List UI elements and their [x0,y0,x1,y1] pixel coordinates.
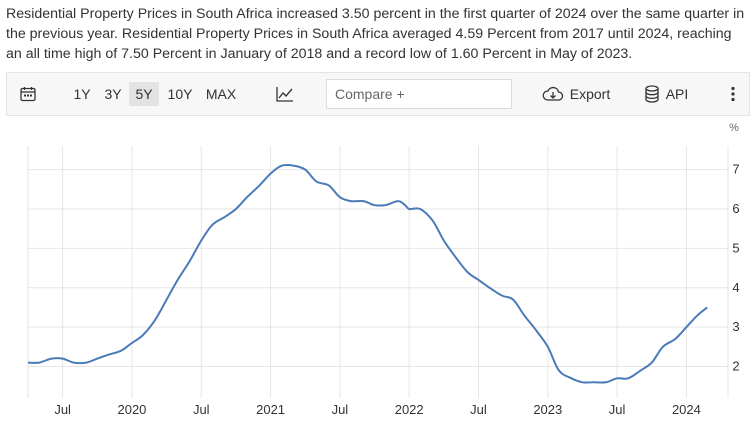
x-tick-label: Jul [609,402,626,417]
x-tick-label: Jul [332,402,349,417]
api-button[interactable]: API [639,73,693,115]
y-tick-label: 6 [732,201,739,216]
y-tick-label: 3 [732,319,739,334]
range-max[interactable]: MAX [205,86,237,102]
line-chart: 2 3 4 5 6 7 Jul 2020 Jul 2021 Jul 2022 Jul 2023 Jul 20… [27,122,740,417]
x-tick-label: Jul [54,402,71,417]
series-layer [27,163,708,384]
y-tick-label: 5 [732,240,739,255]
grid [27,146,729,398]
chart-toolbar: 1Y 3Y 5Y 10Y MAX Export API [6,72,750,116]
database-icon [645,85,659,103]
line-chart-icon[interactable] [273,73,297,115]
y-axis: 2 3 4 5 6 7 [732,162,739,374]
compare-input[interactable] [326,79,512,109]
cloud-download-icon [542,86,563,101]
x-tick-label: 2024 [672,402,701,417]
x-axis: Jul 2020 Jul 2021 Jul 2022 Jul 2023 Jul 2024 [54,402,701,417]
api-label: API [665,86,689,102]
more-vertical-icon[interactable] [723,73,743,115]
chart-area: 2 3 4 5 6 7 Jul 2020 Jul 2021 Jul 2022 Jul 2023 Jul 20… [0,116,752,426]
chart-description: Residential Property Prices in South Afr… [6,6,745,62]
range-3y[interactable]: 3Y [104,86,122,102]
range-1y[interactable]: 1Y [73,86,91,102]
calendar-icon[interactable] [15,73,41,115]
x-tick-label: 2022 [395,402,424,417]
y-tick-label: 4 [732,280,739,295]
range-10y[interactable]: 10Y [167,86,193,102]
range-5y[interactable]: 5Y [129,82,159,106]
x-tick-label: 2021 [256,402,285,417]
y-tick-label: 2 [732,359,739,374]
y-unit-label: % [729,122,739,134]
y-tick-label: 7 [732,162,739,177]
export-button[interactable]: Export [539,73,613,115]
series-line-0[interactable] [27,163,708,384]
x-tick-label: Jul [470,402,487,417]
x-tick-label: Jul [193,402,210,417]
x-tick-label: 2023 [533,402,562,417]
x-tick-label: 2020 [117,402,146,417]
export-label: Export [569,86,611,102]
